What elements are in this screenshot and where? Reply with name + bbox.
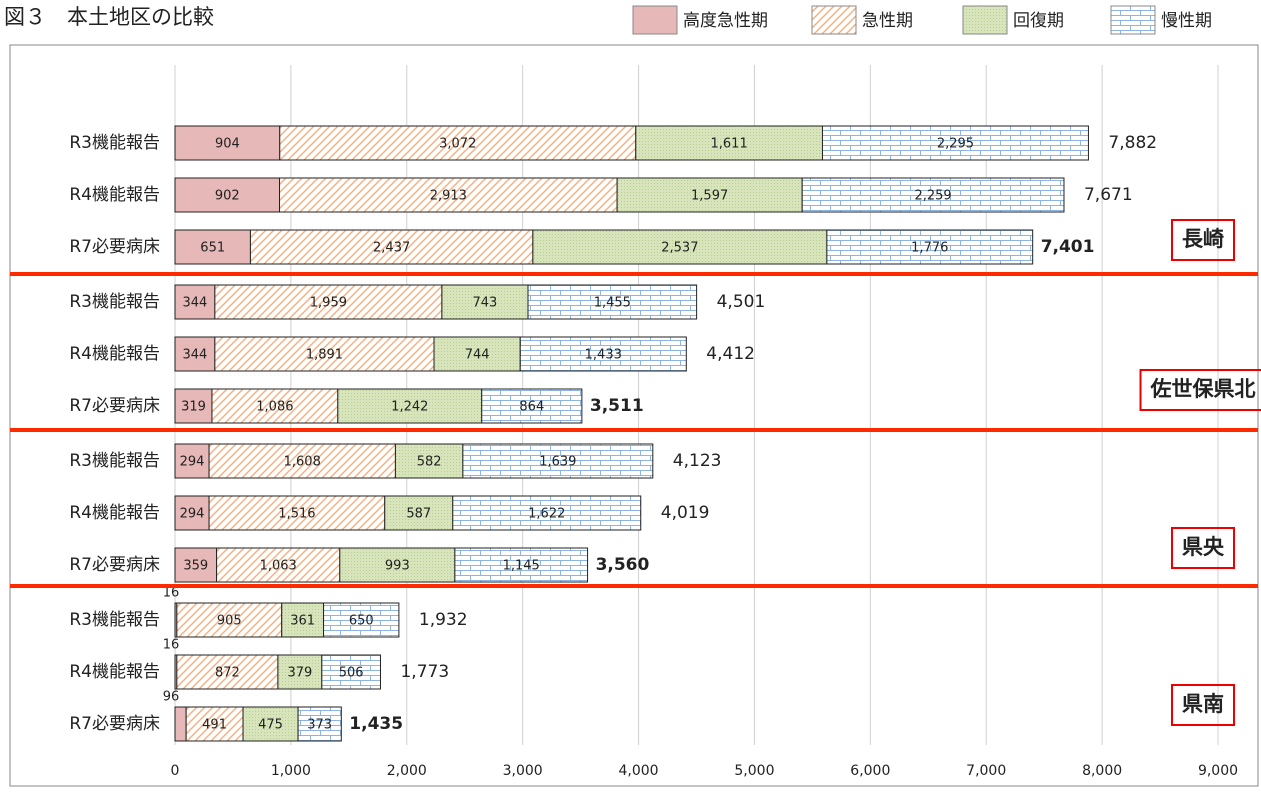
value-label: 379: [287, 666, 312, 681]
value-label: 1,086: [256, 400, 293, 415]
total-label: 1,932: [419, 610, 468, 630]
y-tick-label: R4機能報告: [69, 503, 160, 523]
x-tick-label: 0: [171, 763, 180, 779]
total-label: 7,401: [1041, 237, 1095, 257]
value-label: 1,639: [539, 455, 576, 470]
value-label: 1,433: [585, 348, 622, 363]
value-label: 373: [307, 718, 332, 733]
total-label: 4,123: [673, 451, 722, 471]
y-tick-label: R3機能報告: [69, 610, 160, 630]
value-label: 506: [339, 666, 364, 681]
value-label: 993: [385, 559, 410, 574]
x-tick-label: 8,000: [1082, 763, 1122, 779]
legend-label: 回復期: [1013, 11, 1064, 31]
value-label: 361: [290, 614, 315, 629]
total-label: 7,671: [1084, 185, 1133, 205]
value-label: 96: [163, 690, 180, 705]
value-label: 319: [181, 400, 206, 415]
x-tick-label: 3,000: [503, 763, 543, 779]
value-label: 2,259: [914, 189, 951, 204]
value-label: 1,063: [260, 559, 297, 574]
legend-label: 高度急性期: [683, 11, 768, 31]
group-label: 長崎: [1182, 227, 1224, 251]
value-label: 744: [465, 348, 490, 363]
legend-swatch: [1111, 6, 1155, 34]
value-label: 651: [200, 241, 225, 256]
total-label: 3,560: [596, 555, 650, 575]
y-tick-label: R3機能報告: [69, 451, 160, 471]
value-label: 1,145: [503, 559, 540, 574]
y-tick-label: R3機能報告: [69, 292, 160, 312]
y-tick-label: R7必要病床: [69, 237, 160, 257]
x-tick-label: 4,000: [619, 763, 659, 779]
value-label: 2,437: [373, 241, 410, 256]
value-label: 902: [215, 189, 240, 204]
legend-swatch: [812, 6, 856, 34]
x-tick-label: 1,000: [271, 763, 311, 779]
value-label: 1,622: [528, 507, 565, 522]
value-label: 2,913: [430, 189, 467, 204]
x-tick-label: 6,000: [850, 763, 890, 779]
value-label: 872: [215, 666, 240, 681]
value-label: 1,608: [284, 455, 321, 470]
y-tick-label: R4機能報告: [69, 662, 160, 682]
x-tick-label: 2,000: [387, 763, 427, 779]
value-label: 16: [163, 638, 180, 653]
value-label: 2,537: [661, 241, 698, 256]
value-label: 359: [183, 559, 208, 574]
total-label: 4,019: [661, 503, 710, 523]
value-label: 864: [519, 400, 544, 415]
value-label: 1,516: [278, 507, 315, 522]
value-label: 475: [258, 718, 283, 733]
value-label: 1,455: [594, 296, 631, 311]
value-label: 1,891: [306, 348, 343, 363]
value-label: 1,597: [691, 189, 728, 204]
group-label: 県央: [1182, 535, 1225, 559]
value-label: 294: [180, 455, 205, 470]
legend-swatch: [633, 6, 677, 34]
value-label: 904: [215, 137, 240, 152]
value-label: 905: [217, 614, 242, 629]
x-tick-label: 5,000: [734, 763, 774, 779]
bar-segment: [175, 707, 186, 741]
value-label: 344: [183, 296, 208, 311]
total-label: 7,882: [1108, 133, 1157, 153]
x-tick-label: 7,000: [966, 763, 1006, 779]
value-label: 3,072: [439, 137, 476, 152]
y-tick-label: R7必要病床: [69, 396, 160, 416]
y-tick-label: R7必要病床: [69, 714, 160, 734]
legend-label: 慢性期: [1161, 10, 1212, 31]
value-label: 1,611: [711, 137, 748, 152]
value-label: 743: [473, 296, 498, 311]
total-label: 3,511: [590, 396, 644, 416]
y-tick-label: R4機能報告: [69, 344, 160, 364]
group-label: 県南: [1182, 692, 1224, 716]
value-label: 2,295: [937, 137, 974, 152]
value-label: 1,242: [391, 400, 428, 415]
value-label: 587: [406, 507, 431, 522]
y-tick-label: R7必要病床: [69, 555, 160, 575]
value-label: 344: [183, 348, 208, 363]
group-label: 佐世保県北: [1150, 377, 1256, 401]
value-label: 491: [202, 718, 227, 733]
total-label: 4,501: [717, 292, 766, 312]
y-tick-label: R3機能報告: [69, 133, 160, 153]
x-tick-label: 9,000: [1198, 763, 1238, 779]
value-label: 582: [417, 455, 442, 470]
value-label: 650: [349, 614, 374, 629]
value-label: 1,776: [911, 241, 948, 256]
total-label: 1,773: [400, 662, 449, 682]
y-tick-label: R4機能報告: [69, 185, 160, 205]
total-label: 1,435: [349, 714, 403, 734]
legend-swatch: [963, 6, 1007, 34]
value-label: 1,959: [310, 296, 347, 311]
total-label: 4,412: [706, 344, 755, 364]
legend-label: 急性期: [862, 11, 913, 31]
chart-title: 図３ 本土地区の比較: [4, 5, 214, 29]
value-label: 294: [180, 507, 205, 522]
